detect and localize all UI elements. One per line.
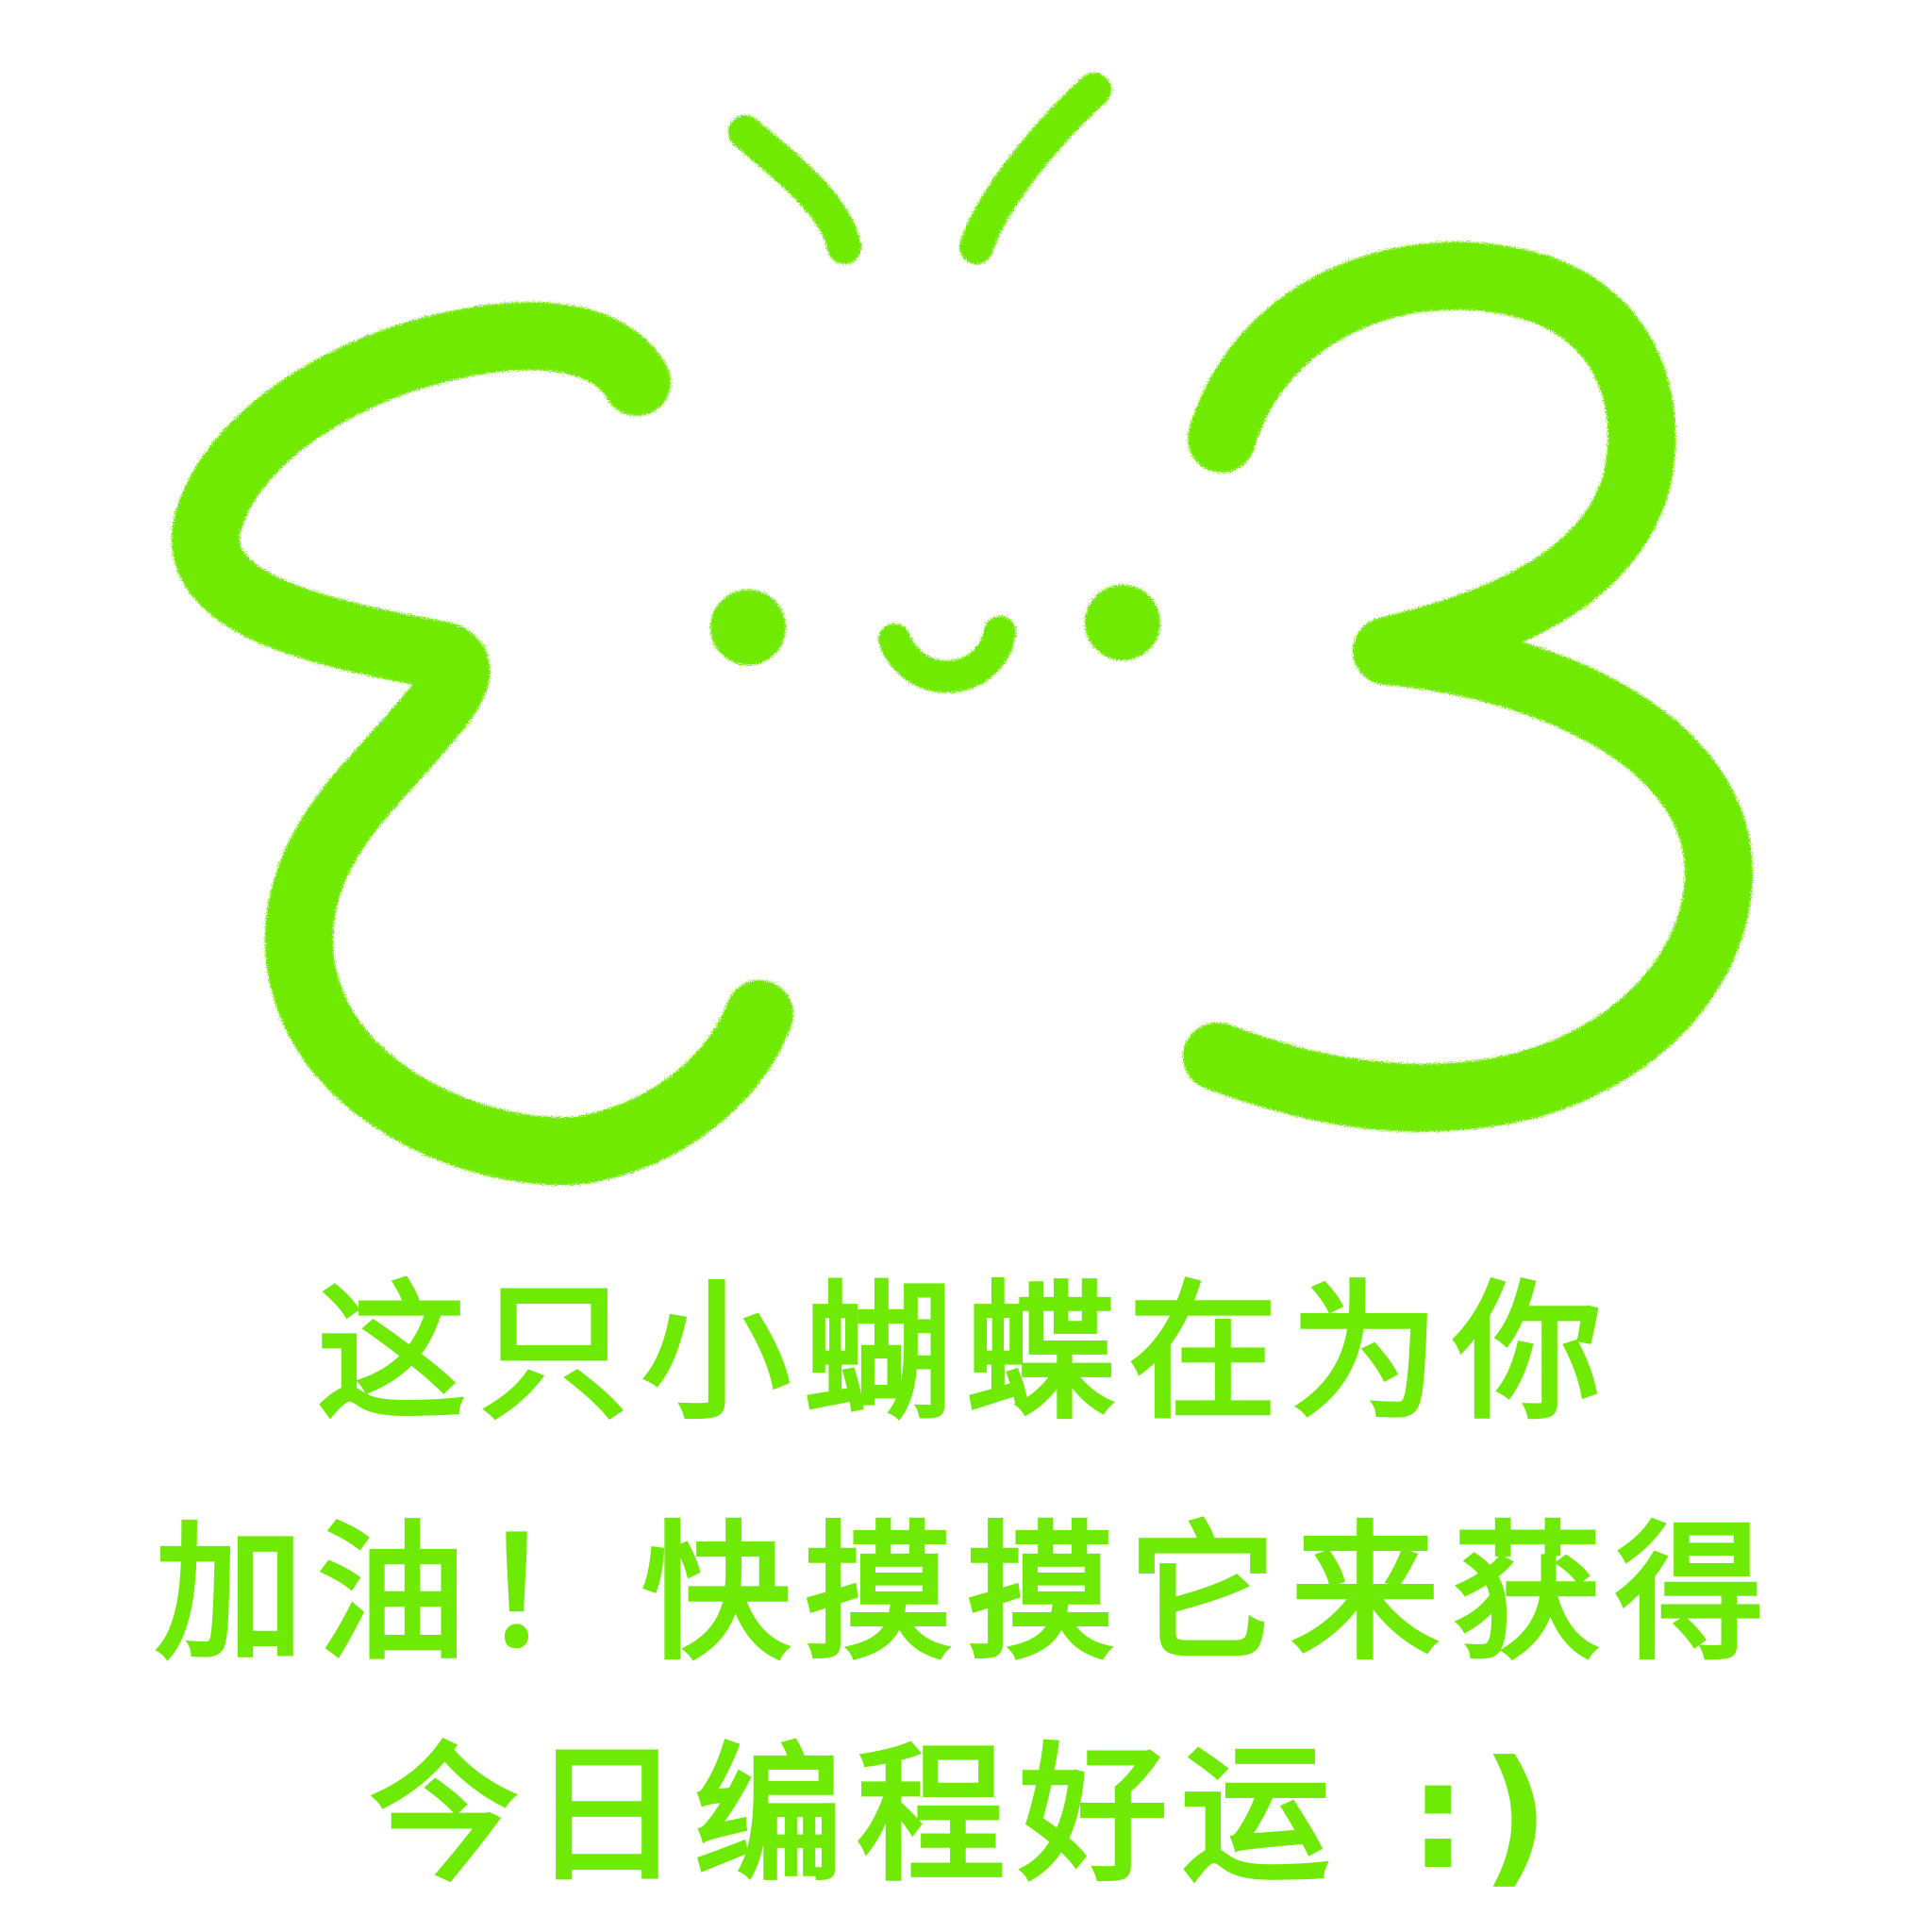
- right-antenna: [959, 73, 1111, 264]
- smile-mouth: [878, 616, 1016, 693]
- left-eye: [710, 590, 786, 665]
- message-line-3: 今日编程好运 :): [369, 1729, 1563, 1903]
- right-eye: [1085, 585, 1160, 660]
- right-wing: [1183, 242, 1753, 1132]
- message-line-2: 加油！快摸摸它来获得: [155, 1507, 1777, 1681]
- left-wing: [171, 302, 793, 1186]
- left-antenna: [728, 115, 861, 264]
- message-line-1: 这只小蝴蝶在为你: [317, 1267, 1615, 1441]
